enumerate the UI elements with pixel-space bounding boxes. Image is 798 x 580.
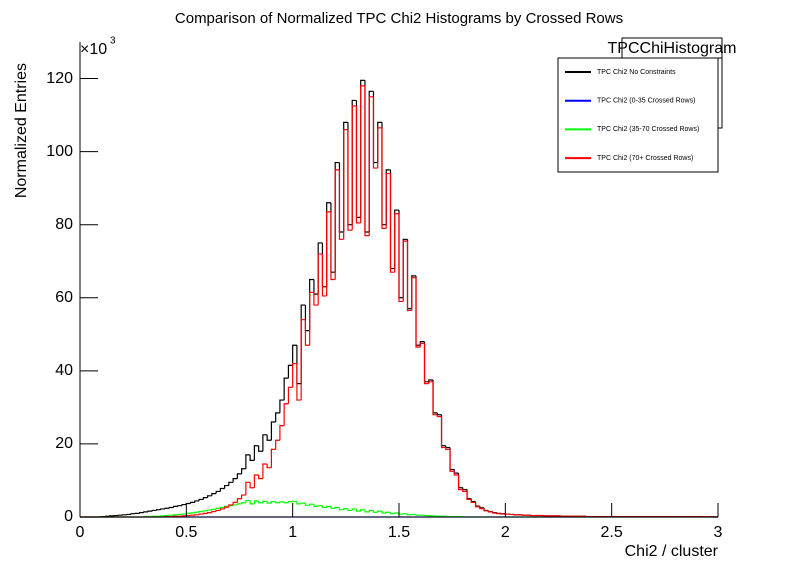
y-tick-label: 100 xyxy=(46,143,73,160)
y-tick-label: 40 xyxy=(55,362,73,379)
y-tick-label: 120 xyxy=(46,70,73,87)
y-multiplier: ×10 xyxy=(80,41,107,58)
x-axis-title: Chi2 / cluster xyxy=(625,543,719,560)
x-tick-label: 2.5 xyxy=(601,524,623,541)
chart-title: Comparison of Normalized TPC Chi2 Histog… xyxy=(175,10,623,27)
y-tick-label: 80 xyxy=(55,216,73,233)
x-tick-label: 3 xyxy=(714,524,723,541)
y-axis-title: Normalized Entries xyxy=(13,63,30,198)
x-tick-label: 2 xyxy=(501,524,510,541)
y-tick-label: 20 xyxy=(55,435,73,452)
y-multiplier-exponent: 3 xyxy=(110,36,116,47)
legend-label: TPC Chi2 (70+ Crossed Rows) xyxy=(597,155,693,162)
y-tick-label: 0 xyxy=(64,508,73,525)
stats-title: TPCChiHistogram xyxy=(608,40,737,57)
y-tick-label: 60 xyxy=(55,289,73,306)
x-tick-label: 0.5 xyxy=(175,524,197,541)
x-tick-label: 1.5 xyxy=(388,524,410,541)
legend-label: TPC Chi2 (0-35 Crossed Rows) xyxy=(597,98,695,105)
legend: TPC Chi2 No Constraints TPC Chi2 (0-35 Cr… xyxy=(558,58,718,172)
legend-label: TPC Chi2 (35-70 Crossed Rows) xyxy=(597,126,699,133)
x-tick-label: 1 xyxy=(288,524,297,541)
x-tick-label: 0 xyxy=(76,524,85,541)
legend-label: TPC Chi2 No Constraints xyxy=(597,69,676,76)
